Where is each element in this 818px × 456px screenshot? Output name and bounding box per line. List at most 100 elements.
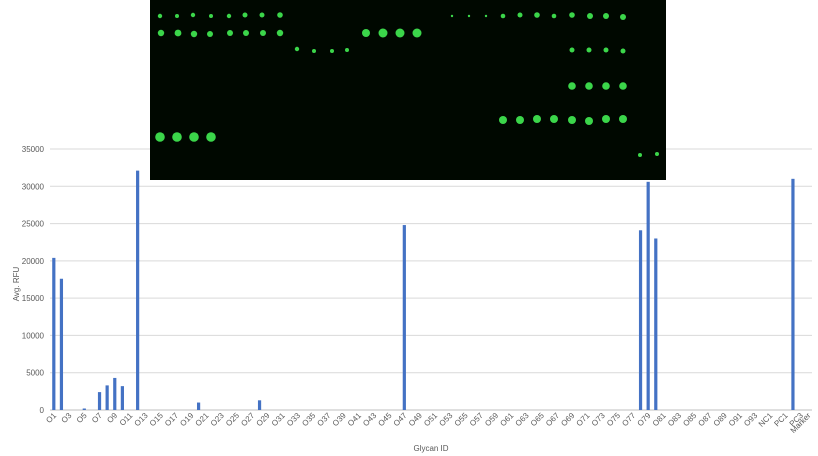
array-spot	[534, 12, 540, 18]
bars	[52, 170, 795, 410]
bar-o79	[646, 181, 650, 410]
array-spot	[243, 30, 249, 36]
x-tick-label: O33	[285, 411, 302, 428]
x-tick-label: O39	[331, 411, 348, 428]
array-spot	[260, 30, 266, 36]
x-tick-label: O73	[590, 411, 607, 428]
x-tick-label: O65	[529, 411, 546, 428]
array-spot	[312, 49, 316, 53]
bar-o9	[113, 377, 117, 410]
x-tick-label: O3	[60, 411, 74, 425]
x-tick-label: O45	[376, 411, 393, 428]
x-tick-label: O93	[742, 411, 759, 428]
x-tick-label: O31	[270, 411, 287, 428]
x-tick-label: O13	[133, 411, 150, 428]
array-spot	[190, 12, 196, 18]
y-tick-label: 5000	[26, 369, 44, 378]
x-tick-label: O47	[392, 411, 409, 428]
array-spot	[227, 30, 233, 36]
y-tick-labels: 0 5000 10000 15000 20000 25000 30000 35000	[22, 145, 45, 415]
x-tick-label: O7	[90, 411, 104, 425]
x-tick-label: O63	[514, 411, 531, 428]
array-spot	[174, 29, 182, 37]
array-spot	[276, 29, 284, 37]
x-tick-label: O17	[163, 411, 180, 428]
array-spot	[412, 28, 422, 38]
x-tick-label: O21	[194, 411, 211, 428]
array-spot	[603, 13, 609, 19]
array-spot	[585, 117, 593, 125]
x-tick-label: O5	[75, 411, 89, 425]
x-tick-label: O81	[651, 411, 668, 428]
array-spot	[638, 153, 642, 157]
y-tick-label: 20000	[22, 257, 45, 266]
bar-o5	[82, 408, 86, 410]
x-tick-label: O29	[255, 411, 272, 428]
y-tick-label: 15000	[22, 294, 45, 303]
bar-o20	[196, 402, 201, 410]
array-spot	[569, 47, 575, 53]
x-tick-label: O77	[620, 411, 637, 428]
array-spot	[157, 13, 163, 19]
x-tick-label: O71	[575, 411, 592, 428]
array-spot	[330, 49, 334, 53]
array-spot	[568, 82, 576, 90]
x-tick-label: O51	[422, 411, 439, 428]
array-spot	[294, 46, 300, 52]
array-spot	[619, 82, 627, 90]
array-spot	[467, 14, 471, 18]
array-spot	[155, 132, 165, 142]
bar-o10	[120, 386, 124, 410]
x-tick-label: O85	[681, 411, 698, 428]
x-tick-label: O53	[437, 411, 454, 428]
array-spot	[157, 29, 165, 37]
x-tick-label: O27	[239, 411, 256, 428]
x-tick-label: O55	[453, 411, 470, 428]
bar-pc2	[791, 178, 795, 410]
array-spot	[500, 13, 506, 19]
array-spot	[172, 132, 182, 142]
gridlines	[50, 148, 812, 411]
array-spot	[259, 12, 265, 18]
array-spot	[362, 29, 370, 37]
x-tick-label: O61	[498, 411, 515, 428]
x-tick-label: O83	[666, 411, 683, 428]
array-spot	[395, 28, 405, 38]
array-spot	[655, 152, 659, 156]
x-tick-label: O37	[315, 411, 332, 428]
array-spot	[378, 28, 388, 38]
array-spot	[345, 48, 349, 52]
array-spot	[175, 14, 179, 18]
array-spot	[207, 31, 213, 37]
x-tick-label: O19	[178, 411, 195, 428]
array-spot	[277, 12, 283, 18]
bar-o8	[105, 385, 109, 410]
x-tick-label: O67	[544, 411, 561, 428]
y-axis-title: Avg. RFU	[12, 267, 21, 302]
array-spot	[450, 14, 454, 18]
array-spot	[619, 115, 627, 123]
x-tick-label: O35	[300, 411, 317, 428]
array-spot	[603, 47, 609, 53]
x-tick-label: NC1	[757, 411, 775, 429]
x-tick-label: O87	[696, 411, 713, 428]
array-spot	[189, 132, 199, 142]
array-spot	[190, 30, 198, 38]
array-spot	[206, 132, 216, 142]
y-tick-label: 10000	[22, 331, 45, 340]
bar-o7	[97, 392, 102, 410]
x-tick-label: O57	[468, 411, 485, 428]
x-tick-label: O79	[636, 411, 653, 428]
array-spot	[209, 14, 213, 18]
array-spot	[620, 14, 626, 20]
array-spot	[569, 12, 575, 18]
array-spot	[585, 82, 593, 90]
bar-o78	[638, 230, 643, 410]
array-spot	[484, 14, 488, 18]
array-spot	[587, 13, 593, 19]
y-tick-label: 0	[40, 406, 45, 415]
x-tick-label: PC1	[772, 411, 790, 429]
array-spot	[550, 115, 558, 123]
x-tick-label: O9	[105, 411, 119, 425]
